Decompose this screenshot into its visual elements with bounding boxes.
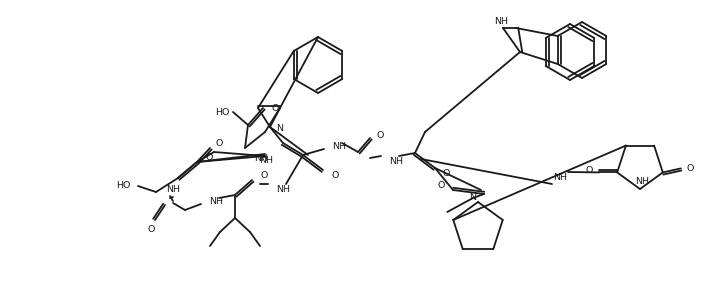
Text: HO: HO: [116, 181, 130, 191]
Text: NH: NH: [259, 155, 273, 165]
Text: NH: NH: [276, 186, 290, 194]
Text: O: O: [215, 139, 223, 147]
Text: O: O: [376, 131, 384, 139]
Text: HO: HO: [215, 107, 229, 117]
Text: N: N: [469, 194, 476, 202]
Text: NH: NH: [494, 17, 508, 25]
Text: NH: NH: [166, 186, 180, 194]
Text: O: O: [331, 170, 338, 179]
Text: O: O: [147, 224, 155, 234]
Text: NH: NH: [635, 178, 649, 186]
Text: NH: NH: [332, 141, 346, 150]
Text: O: O: [205, 152, 213, 162]
Text: O: O: [260, 170, 267, 179]
Text: O: O: [442, 170, 450, 178]
Text: N: N: [276, 123, 283, 133]
Text: NH: NH: [209, 197, 223, 207]
Text: O: O: [586, 166, 593, 175]
Text: O: O: [437, 181, 445, 189]
Text: NH: NH: [389, 157, 403, 165]
Text: NH: NH: [553, 173, 567, 183]
Text: O: O: [271, 104, 279, 112]
Text: O: O: [687, 164, 694, 173]
Text: NH: NH: [254, 154, 268, 163]
